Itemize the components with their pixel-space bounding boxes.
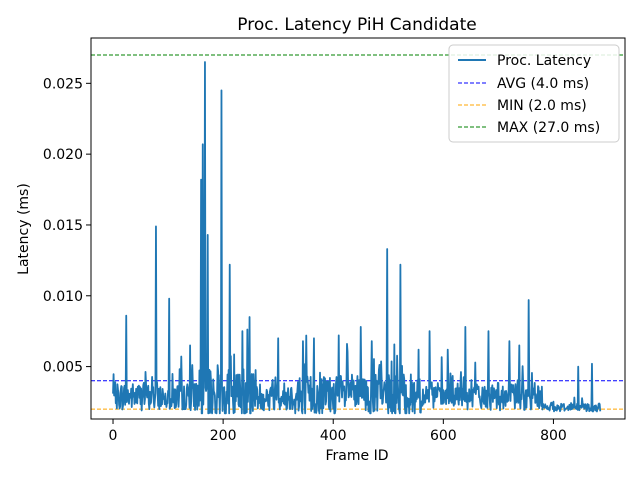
y-tick-label: 0.010	[43, 289, 83, 305]
x-axis: 0 200 400 600 800	[109, 419, 567, 444]
legend-box	[448, 44, 620, 143]
x-tick-label: 0	[109, 428, 118, 444]
x-tick-label: 600	[430, 428, 457, 444]
chart-title: Proc. Latency PiH Candidate	[237, 15, 476, 35]
x-axis-label: Frame ID	[326, 448, 389, 464]
legend-label-latency: Proc. Latency	[497, 53, 591, 69]
y-tick-label: 0.015	[43, 218, 83, 234]
legend-label-min: MIN (2.0 ms)	[497, 98, 587, 114]
x-tick-label: 200	[210, 428, 237, 444]
x-tick-label: 800	[540, 428, 567, 444]
legend: Proc. Latency AVG (4.0 ms) MIN (2.0 ms) …	[448, 44, 620, 143]
y-axis-label: Latency (ms)	[16, 183, 32, 275]
y-tick-label: 0.025	[43, 76, 83, 92]
y-axis: 0.005 0.010 0.015 0.020 0.025	[43, 76, 91, 376]
y-tick-label: 0.020	[43, 147, 83, 163]
latency-series-line	[112, 61, 602, 415]
axes-frame	[90, 37, 626, 420]
legend-label-max: MAX (27.0 ms)	[497, 120, 600, 136]
legend-label-avg: AVG (4.0 ms)	[497, 76, 589, 92]
y-tick-label: 0.005	[43, 360, 83, 376]
x-tick-label: 400	[320, 428, 347, 444]
